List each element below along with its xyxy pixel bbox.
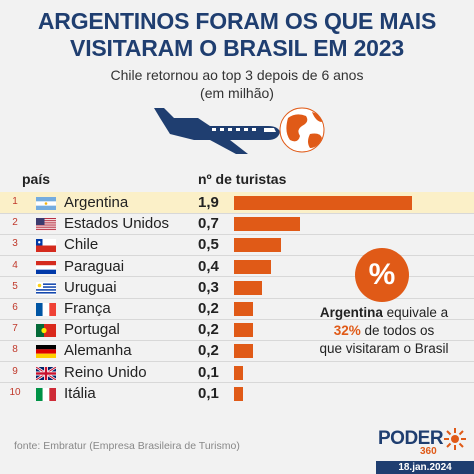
- portugal-flag-icon: [36, 324, 56, 338]
- value-label: 1,9: [198, 194, 219, 211]
- bar-row: 1 Argentina 1,9: [0, 192, 474, 214]
- chile-flag-icon: [36, 239, 56, 253]
- row-divider: [0, 382, 474, 384]
- row-divider: [0, 212, 474, 214]
- germany-flag-icon: [36, 345, 56, 359]
- bar-row: 2 Estados Unidos 0,7: [0, 213, 474, 235]
- bar-row: 4 Paraguai 0,4: [0, 256, 474, 278]
- row-divider: [0, 276, 474, 278]
- value-label: 0,3: [198, 278, 219, 296]
- value-label: 0,5: [198, 236, 219, 254]
- callout-country: Argentina: [319, 305, 383, 320]
- callout-percent: 32%: [333, 323, 361, 338]
- logo-number: 360: [420, 446, 437, 457]
- value-label: 0,1: [198, 363, 219, 381]
- row-divider: [0, 339, 474, 341]
- chart-subtitle: Chile retornou ao top 3 depois de 6 anos…: [0, 66, 474, 102]
- category-label: Itália: [64, 384, 96, 402]
- row-divider: [0, 361, 474, 363]
- row-divider: [0, 297, 474, 299]
- bar-row: 5 Uruguai 0,3: [0, 277, 474, 299]
- bar: [234, 259, 272, 274]
- bar: [234, 323, 253, 338]
- rank-label: 10: [9, 386, 21, 398]
- subtitle-line-2: (em milhão): [200, 85, 274, 101]
- plane-icon: [154, 108, 280, 154]
- value-label: 0,4: [198, 257, 219, 275]
- callout-line2-rest: de todos os: [360, 323, 435, 338]
- title-line-2: VISITARAM O BRASIL EM 2023: [70, 35, 404, 61]
- category-label: Reino Unido: [64, 363, 147, 381]
- row-divider: [0, 318, 474, 320]
- bar: [234, 217, 300, 232]
- bar: [234, 196, 412, 210]
- value-label: 0,2: [198, 300, 219, 317]
- usa-flag-icon: [36, 218, 56, 232]
- category-label: França: [64, 300, 111, 317]
- rank-label: 8: [12, 344, 18, 356]
- publish-date: 18.jan.2024: [376, 461, 474, 474]
- category-label: Argentina: [64, 194, 129, 211]
- category-label: Alemanha: [64, 342, 132, 360]
- category-label: Uruguai: [64, 278, 117, 296]
- bar-row: 6 França 0,2: [0, 298, 474, 320]
- value-label: 0,1: [198, 384, 219, 402]
- bar: [234, 238, 281, 253]
- bar-row: 7 Portugal 0,2: [0, 319, 474, 341]
- value-label: 0,7: [198, 215, 219, 233]
- rank-label: 3: [12, 238, 18, 250]
- rank-label: 5: [12, 280, 18, 292]
- chart-title: ARGENTINOS FORAM OS QUE MAIS VISITARAM O…: [0, 8, 474, 62]
- bar-row: 8 Alemanha 0,2: [0, 340, 474, 362]
- row-divider: [0, 255, 474, 257]
- uruguay-flag-icon: [36, 281, 56, 295]
- logo-word: PODER: [378, 428, 444, 449]
- rank-label: 7: [12, 323, 18, 335]
- title-line-1: ARGENTINOS FORAM OS QUE MAIS: [37, 8, 437, 34]
- italy-flag-icon: [36, 387, 56, 401]
- callout-line3: que visitaram o Brasil: [319, 341, 449, 356]
- row-divider: [0, 233, 474, 235]
- value-label: 0,2: [198, 321, 219, 339]
- category-label: Portugal: [64, 321, 120, 339]
- rank-label: 9: [12, 365, 18, 377]
- bar: [234, 344, 253, 359]
- argentina-flag-icon: [36, 197, 56, 210]
- callout-line1-rest: equivale a: [382, 305, 449, 320]
- header-tourists: nº de turistas: [198, 171, 287, 187]
- category-label: Chile: [64, 236, 99, 254]
- bar-row: 10 Itália 0,1: [0, 383, 474, 405]
- header-country: país: [22, 171, 51, 187]
- value-label: 0,2: [198, 342, 219, 360]
- plane-globe-illustration: [154, 107, 325, 154]
- bar: [234, 302, 253, 316]
- rank-label: 6: [12, 302, 18, 313]
- bar: [234, 365, 244, 380]
- poder360-logo: PODER 360: [378, 428, 468, 458]
- globe-icon: [279, 107, 325, 153]
- bar-row: 3 Chile 0,5: [0, 234, 474, 256]
- category-label: Paraguai: [64, 257, 125, 275]
- rank-label: 2: [12, 217, 18, 229]
- category-label: Estados Unidos: [64, 215, 170, 233]
- bar: [234, 280, 263, 295]
- rank-label: 1: [12, 196, 18, 207]
- paraguay-flag-icon: [36, 260, 56, 274]
- bar-row: 9 Reino Unido 0,1: [0, 362, 474, 384]
- source-note: fonte: Embratur (Empresa Brasileira de T…: [14, 440, 240, 452]
- sunburst-icon: [444, 428, 466, 450]
- bar: [234, 386, 244, 401]
- rank-label: 4: [12, 259, 18, 271]
- percent-icon: %: [355, 248, 409, 302]
- uk-flag-icon: [36, 366, 56, 380]
- france-flag-icon: [36, 303, 56, 316]
- callout-text: Argentina equivale a 32% de todos os que…: [312, 304, 456, 358]
- subtitle-line-1: Chile retornou ao top 3 depois de 6 anos: [110, 67, 364, 83]
